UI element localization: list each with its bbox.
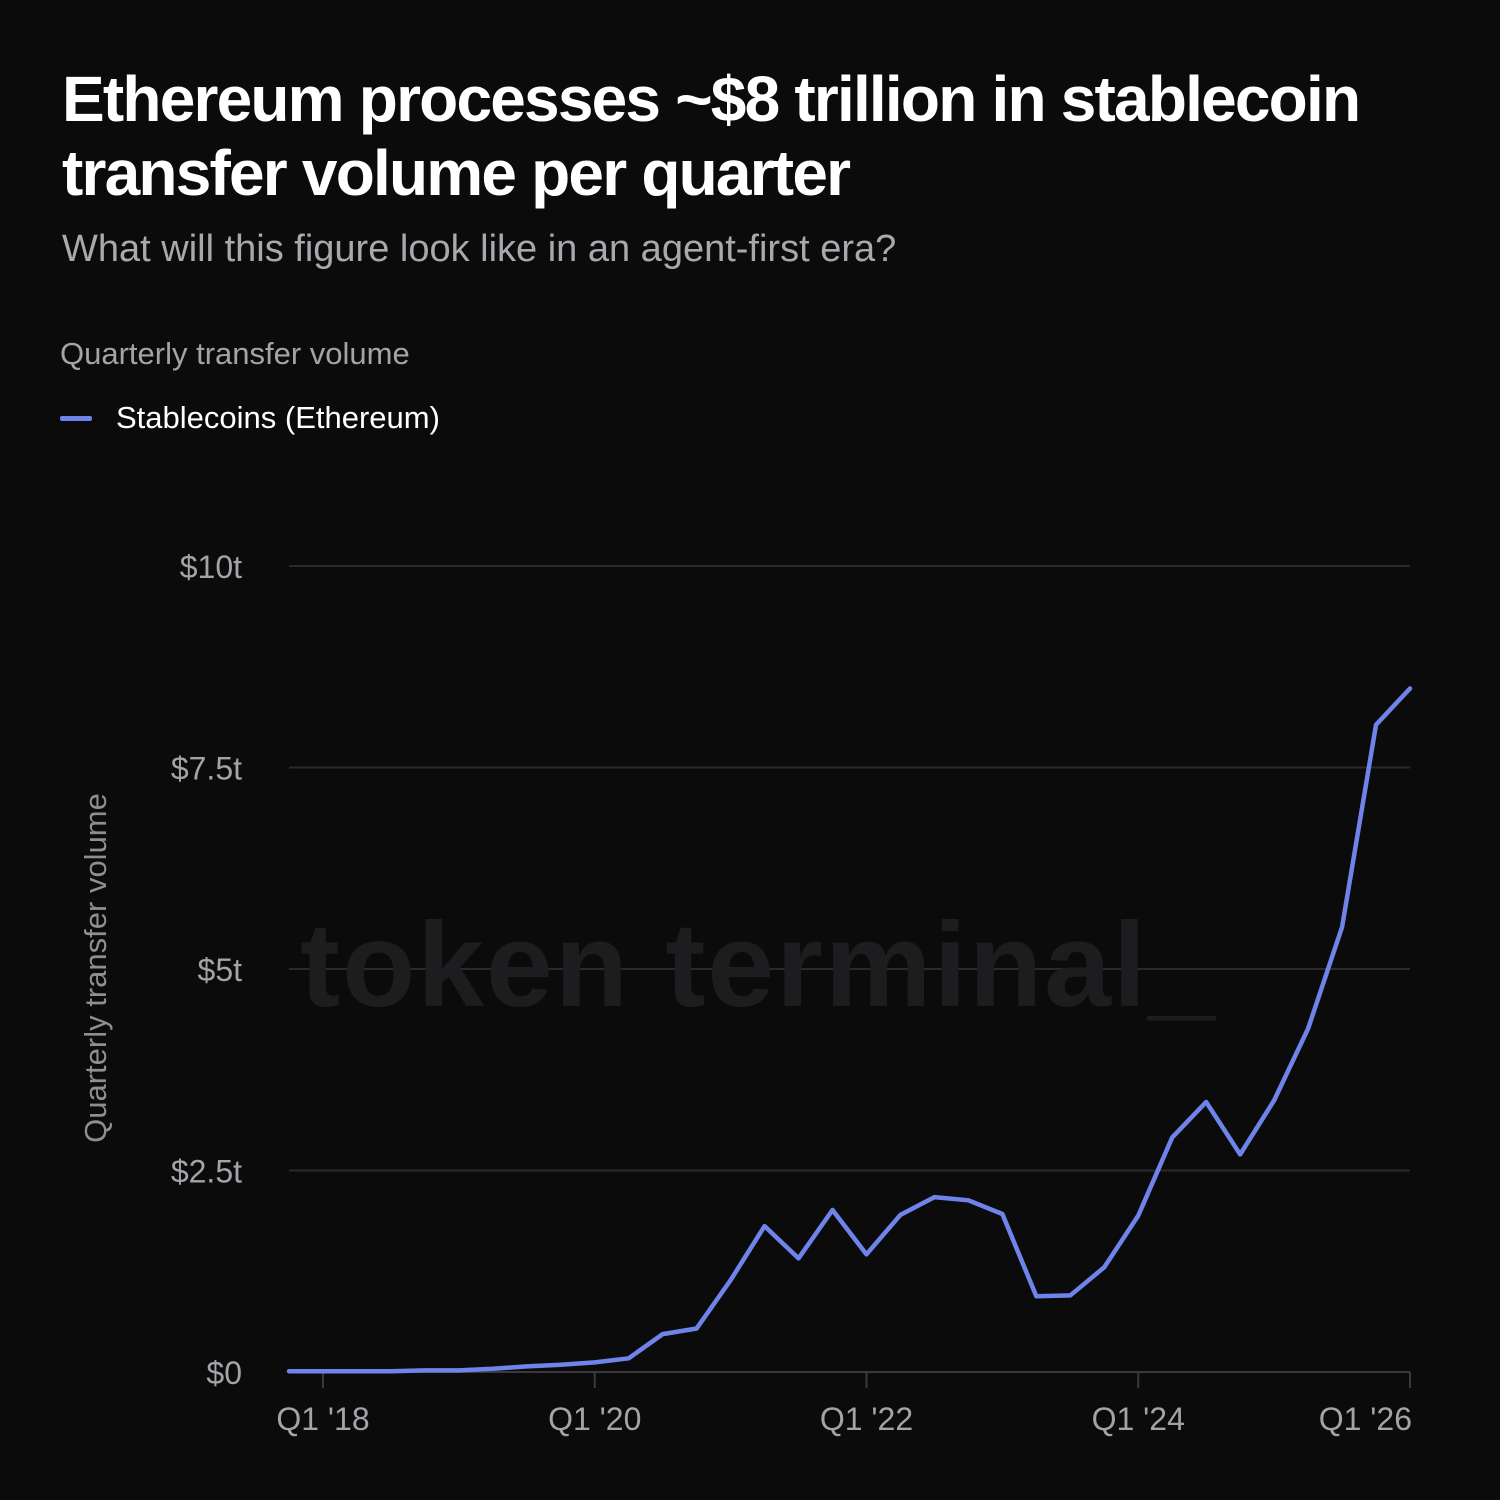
chart-label: Quarterly transfer volume xyxy=(60,336,410,371)
y-axis-ticks: $0 $2.5t $5t $7.5t $10t xyxy=(171,549,242,1391)
data-point xyxy=(558,1362,563,1367)
x-tick-label: Q1 '20 xyxy=(548,1401,641,1437)
data-point xyxy=(932,1195,937,1200)
data-point xyxy=(1102,1265,1107,1270)
data-point xyxy=(1306,1026,1311,1031)
data-point xyxy=(626,1356,631,1361)
x-tick-label: Q1 '18 xyxy=(276,1401,369,1437)
data-point xyxy=(320,1369,325,1374)
data-point xyxy=(1136,1213,1141,1218)
data-point xyxy=(864,1252,869,1257)
data-point xyxy=(287,1369,291,1374)
data-point xyxy=(524,1364,529,1369)
data-point xyxy=(422,1368,427,1373)
data-point xyxy=(1408,686,1412,691)
data-point xyxy=(1068,1293,1073,1298)
data-point xyxy=(660,1332,665,1337)
y-tick-label: $10t xyxy=(180,549,242,585)
y-tick-label: $0 xyxy=(206,1355,242,1391)
chart-title: Ethereum processes ~$8 trillion in stabl… xyxy=(62,63,1361,209)
data-point xyxy=(1340,925,1345,930)
legend-label: Stablecoins (Ethereum) xyxy=(116,400,440,435)
data-point xyxy=(830,1207,835,1212)
data-point xyxy=(1272,1098,1277,1103)
data-point xyxy=(694,1326,699,1331)
data-point xyxy=(898,1212,903,1217)
data-point xyxy=(1238,1152,1243,1157)
legend-swatch xyxy=(60,415,92,421)
x-tick-label: Q1 '22 xyxy=(820,1401,913,1437)
y-tick-label: $7.5t xyxy=(171,751,242,787)
data-point xyxy=(728,1278,733,1283)
data-point xyxy=(388,1369,393,1374)
data-point xyxy=(490,1366,495,1371)
x-tick-label: Q1 '24 xyxy=(1092,1401,1185,1437)
data-point xyxy=(1170,1135,1175,1140)
data-point xyxy=(1034,1294,1039,1299)
legend: Stablecoins (Ethereum) xyxy=(60,398,440,438)
series-layer xyxy=(286,686,1413,1374)
y-axis-title: Quarterly transfer volume xyxy=(78,793,113,1143)
y-tick-label: $5t xyxy=(198,952,243,988)
data-point xyxy=(354,1369,359,1374)
data-point xyxy=(592,1360,597,1365)
y-tick-label: $2.5t xyxy=(171,1154,242,1190)
x-axis-ticks: Q1 '18 Q1 '20 Q1 '22 Q1 '24 Q1 '26 xyxy=(276,1372,1412,1437)
data-point xyxy=(796,1256,801,1261)
watermark: token terminal_ xyxy=(300,898,1217,1032)
data-point xyxy=(1204,1099,1209,1104)
data-point xyxy=(456,1368,461,1373)
data-point xyxy=(966,1198,971,1203)
series-line-stablecoins-ethereum xyxy=(286,686,1413,1374)
chart-subtitle: What will this figure look like in an ag… xyxy=(62,228,897,270)
data-point xyxy=(1374,722,1379,727)
data-point xyxy=(762,1224,767,1229)
x-tick-label: Q1 '26 xyxy=(1319,1401,1412,1437)
gridlines xyxy=(289,565,1410,1172)
data-point xyxy=(1000,1212,1005,1217)
